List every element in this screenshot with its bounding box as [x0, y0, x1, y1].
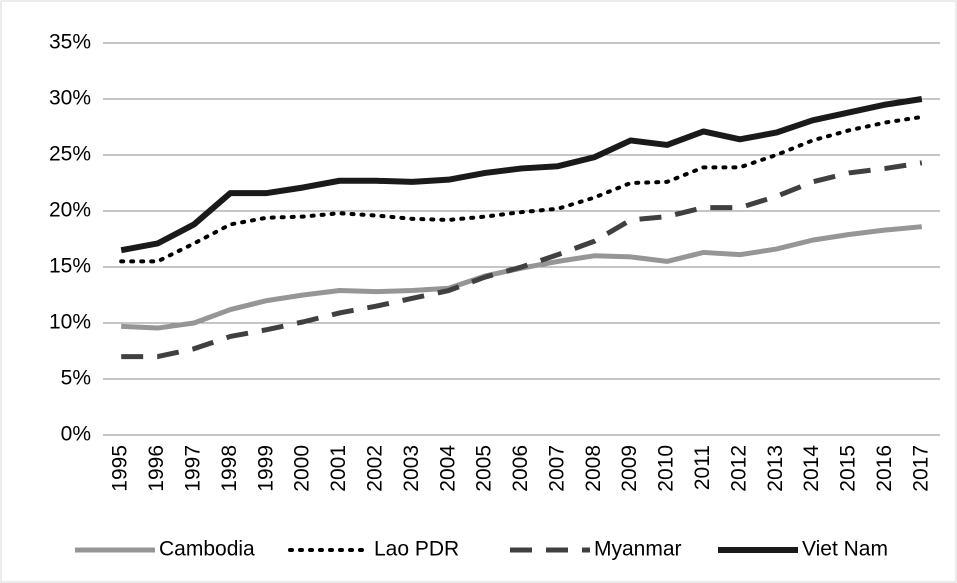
x-tick-label: 2005	[473, 445, 496, 492]
x-tick-label: 2009	[618, 445, 641, 492]
x-tick-label: 2011	[691, 445, 714, 490]
y-tick-label: 5%	[61, 367, 91, 390]
legend-label: Viet Nam	[802, 538, 888, 561]
x-tick-label: 1996	[145, 445, 168, 492]
x-tick-label: 2008	[582, 445, 605, 492]
x-tick-label: 2001	[327, 445, 350, 492]
x-tick-label: 2007	[545, 445, 568, 492]
y-tick-label: 20%	[49, 199, 91, 222]
x-tick-label: 2014	[800, 445, 823, 492]
y-tick-label: 30%	[49, 87, 91, 110]
y-tick-label: 10%	[49, 311, 91, 334]
y-tick-label: 0%	[61, 423, 91, 446]
x-tick-label: 2000	[291, 445, 314, 492]
x-tick-label: 2017	[909, 445, 932, 492]
x-tick-label: 2013	[764, 445, 787, 492]
series-line	[120, 96, 923, 254]
x-tick-label: 2003	[400, 445, 423, 492]
legend-label: Myanmar	[594, 538, 682, 561]
x-tick-label: 1999	[254, 445, 277, 492]
x-tick-label: 2002	[363, 445, 386, 492]
x-tick-label: 1995	[109, 445, 132, 492]
x-tick-label: 2012	[727, 445, 750, 492]
y-tick-label: 25%	[49, 143, 91, 166]
legend-label: Cambodia	[159, 538, 255, 561]
y-tick-label: 35%	[49, 31, 91, 54]
x-tick-label: 1997	[182, 445, 205, 492]
series-line	[119, 114, 924, 264]
x-tick-label: 2015	[837, 445, 860, 492]
x-tick-label: 2010	[655, 445, 678, 492]
x-tick-label: 2016	[873, 445, 896, 492]
y-tick-label: 15%	[49, 255, 91, 278]
x-tick-label: 2006	[509, 445, 532, 492]
x-tick-label: 1998	[218, 445, 241, 492]
legend-label: Lao PDR	[374, 538, 459, 561]
series-line	[121, 160, 923, 360]
x-tick-label: 2004	[436, 445, 459, 492]
